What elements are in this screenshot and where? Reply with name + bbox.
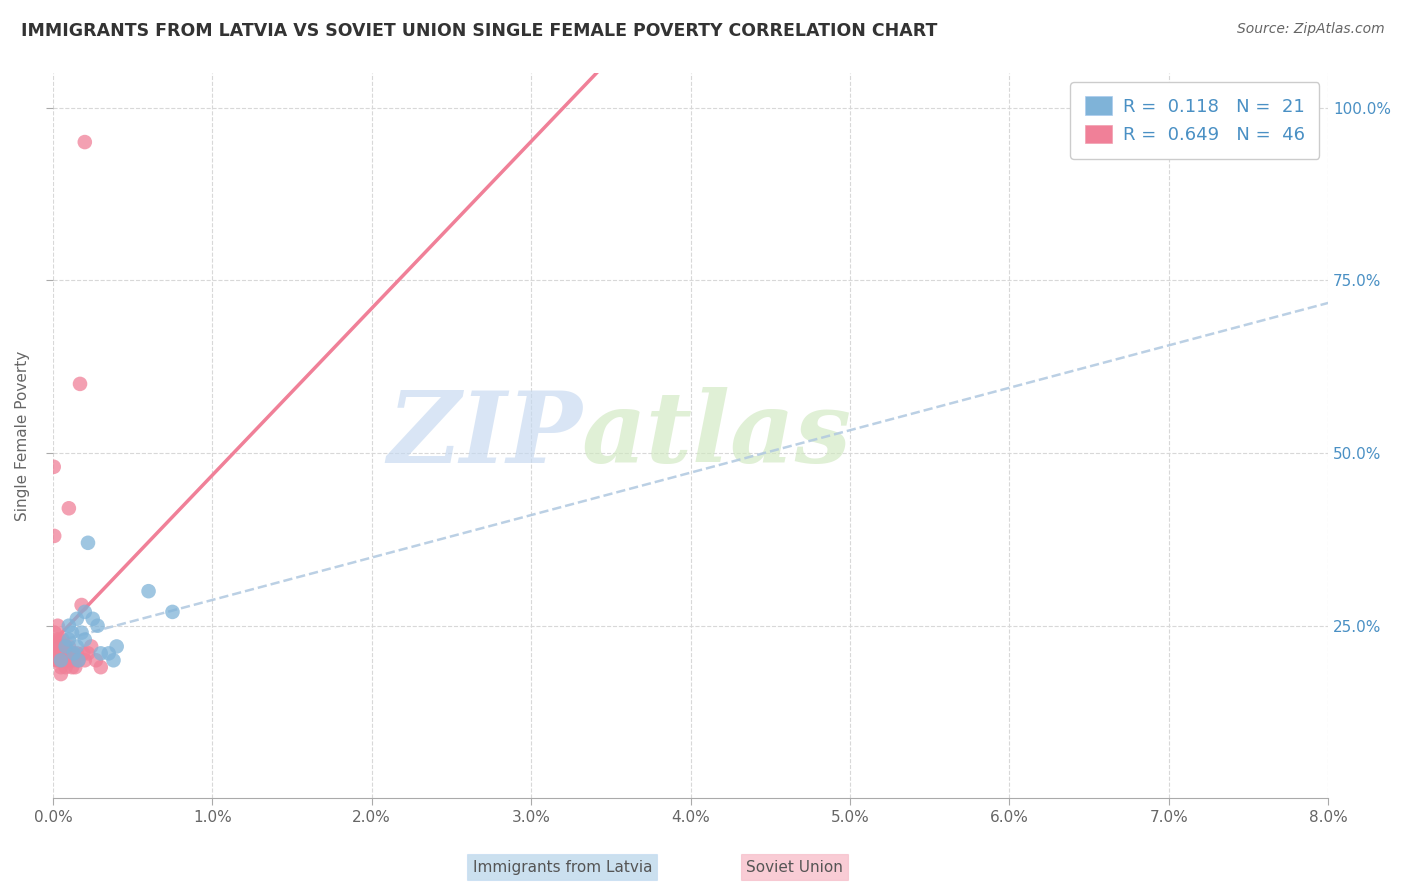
Point bbox=[49, 640, 72, 654]
Point bbox=[53, 653, 76, 667]
Point bbox=[42, 459, 65, 474]
Point bbox=[67, 653, 90, 667]
Point bbox=[44, 625, 66, 640]
Text: ZIP: ZIP bbox=[387, 387, 582, 484]
Point bbox=[49, 653, 72, 667]
Point bbox=[44, 640, 66, 654]
Point bbox=[46, 618, 69, 632]
Point bbox=[49, 660, 72, 674]
Point bbox=[70, 598, 93, 612]
Point bbox=[45, 632, 67, 647]
Point bbox=[162, 605, 184, 619]
Point bbox=[55, 640, 77, 654]
Point bbox=[66, 640, 89, 654]
Point bbox=[90, 646, 112, 660]
Point bbox=[77, 536, 100, 550]
Point bbox=[48, 632, 70, 647]
Point bbox=[67, 653, 90, 667]
Text: Immigrants from Latvia: Immigrants from Latvia bbox=[472, 860, 652, 874]
Point bbox=[55, 653, 77, 667]
Text: Soviet Union: Soviet Union bbox=[747, 860, 842, 874]
Text: Source: ZipAtlas.com: Source: ZipAtlas.com bbox=[1237, 22, 1385, 37]
Point bbox=[51, 646, 73, 660]
Point bbox=[60, 646, 83, 660]
Point bbox=[58, 632, 80, 647]
Point bbox=[53, 646, 76, 660]
Point bbox=[86, 618, 108, 632]
Point bbox=[60, 660, 83, 674]
Point bbox=[45, 646, 67, 660]
Point bbox=[51, 653, 73, 667]
Point bbox=[73, 632, 96, 647]
Point bbox=[55, 660, 77, 674]
Point bbox=[66, 646, 89, 660]
Point bbox=[105, 640, 128, 654]
Point bbox=[73, 135, 96, 149]
Point bbox=[62, 646, 84, 660]
Point bbox=[69, 376, 91, 391]
Point bbox=[62, 653, 84, 667]
Point bbox=[84, 653, 107, 667]
Point bbox=[60, 625, 83, 640]
Point bbox=[46, 653, 69, 667]
Point bbox=[45, 653, 67, 667]
Point bbox=[46, 640, 69, 654]
Point bbox=[70, 625, 93, 640]
Point bbox=[49, 653, 72, 667]
Text: atlas: atlas bbox=[582, 387, 852, 484]
Point bbox=[48, 646, 70, 660]
Point bbox=[53, 640, 76, 654]
Point bbox=[80, 640, 103, 654]
Point bbox=[59, 653, 82, 667]
Point bbox=[90, 660, 112, 674]
Text: IMMIGRANTS FROM LATVIA VS SOVIET UNION SINGLE FEMALE POVERTY CORRELATION CHART: IMMIGRANTS FROM LATVIA VS SOVIET UNION S… bbox=[21, 22, 938, 40]
Point bbox=[66, 612, 89, 626]
Point bbox=[44, 529, 66, 543]
Point bbox=[59, 646, 82, 660]
Y-axis label: Single Female Poverty: Single Female Poverty bbox=[15, 351, 30, 521]
Point bbox=[58, 618, 80, 632]
Point bbox=[46, 640, 69, 654]
Point bbox=[138, 584, 160, 599]
Point bbox=[103, 653, 125, 667]
Point bbox=[72, 646, 94, 660]
Point bbox=[58, 501, 80, 516]
Point bbox=[48, 653, 70, 667]
Point bbox=[97, 646, 120, 660]
Point bbox=[49, 667, 72, 681]
Point bbox=[77, 646, 100, 660]
Point bbox=[73, 605, 96, 619]
Point bbox=[55, 640, 77, 654]
Point bbox=[65, 660, 87, 674]
Point bbox=[58, 640, 80, 654]
Point bbox=[82, 612, 104, 626]
Legend: R =  0.118   N =  21, R =  0.649   N =  46: R = 0.118 N = 21, R = 0.649 N = 46 bbox=[1070, 82, 1319, 159]
Point bbox=[73, 653, 96, 667]
Point bbox=[51, 632, 73, 647]
